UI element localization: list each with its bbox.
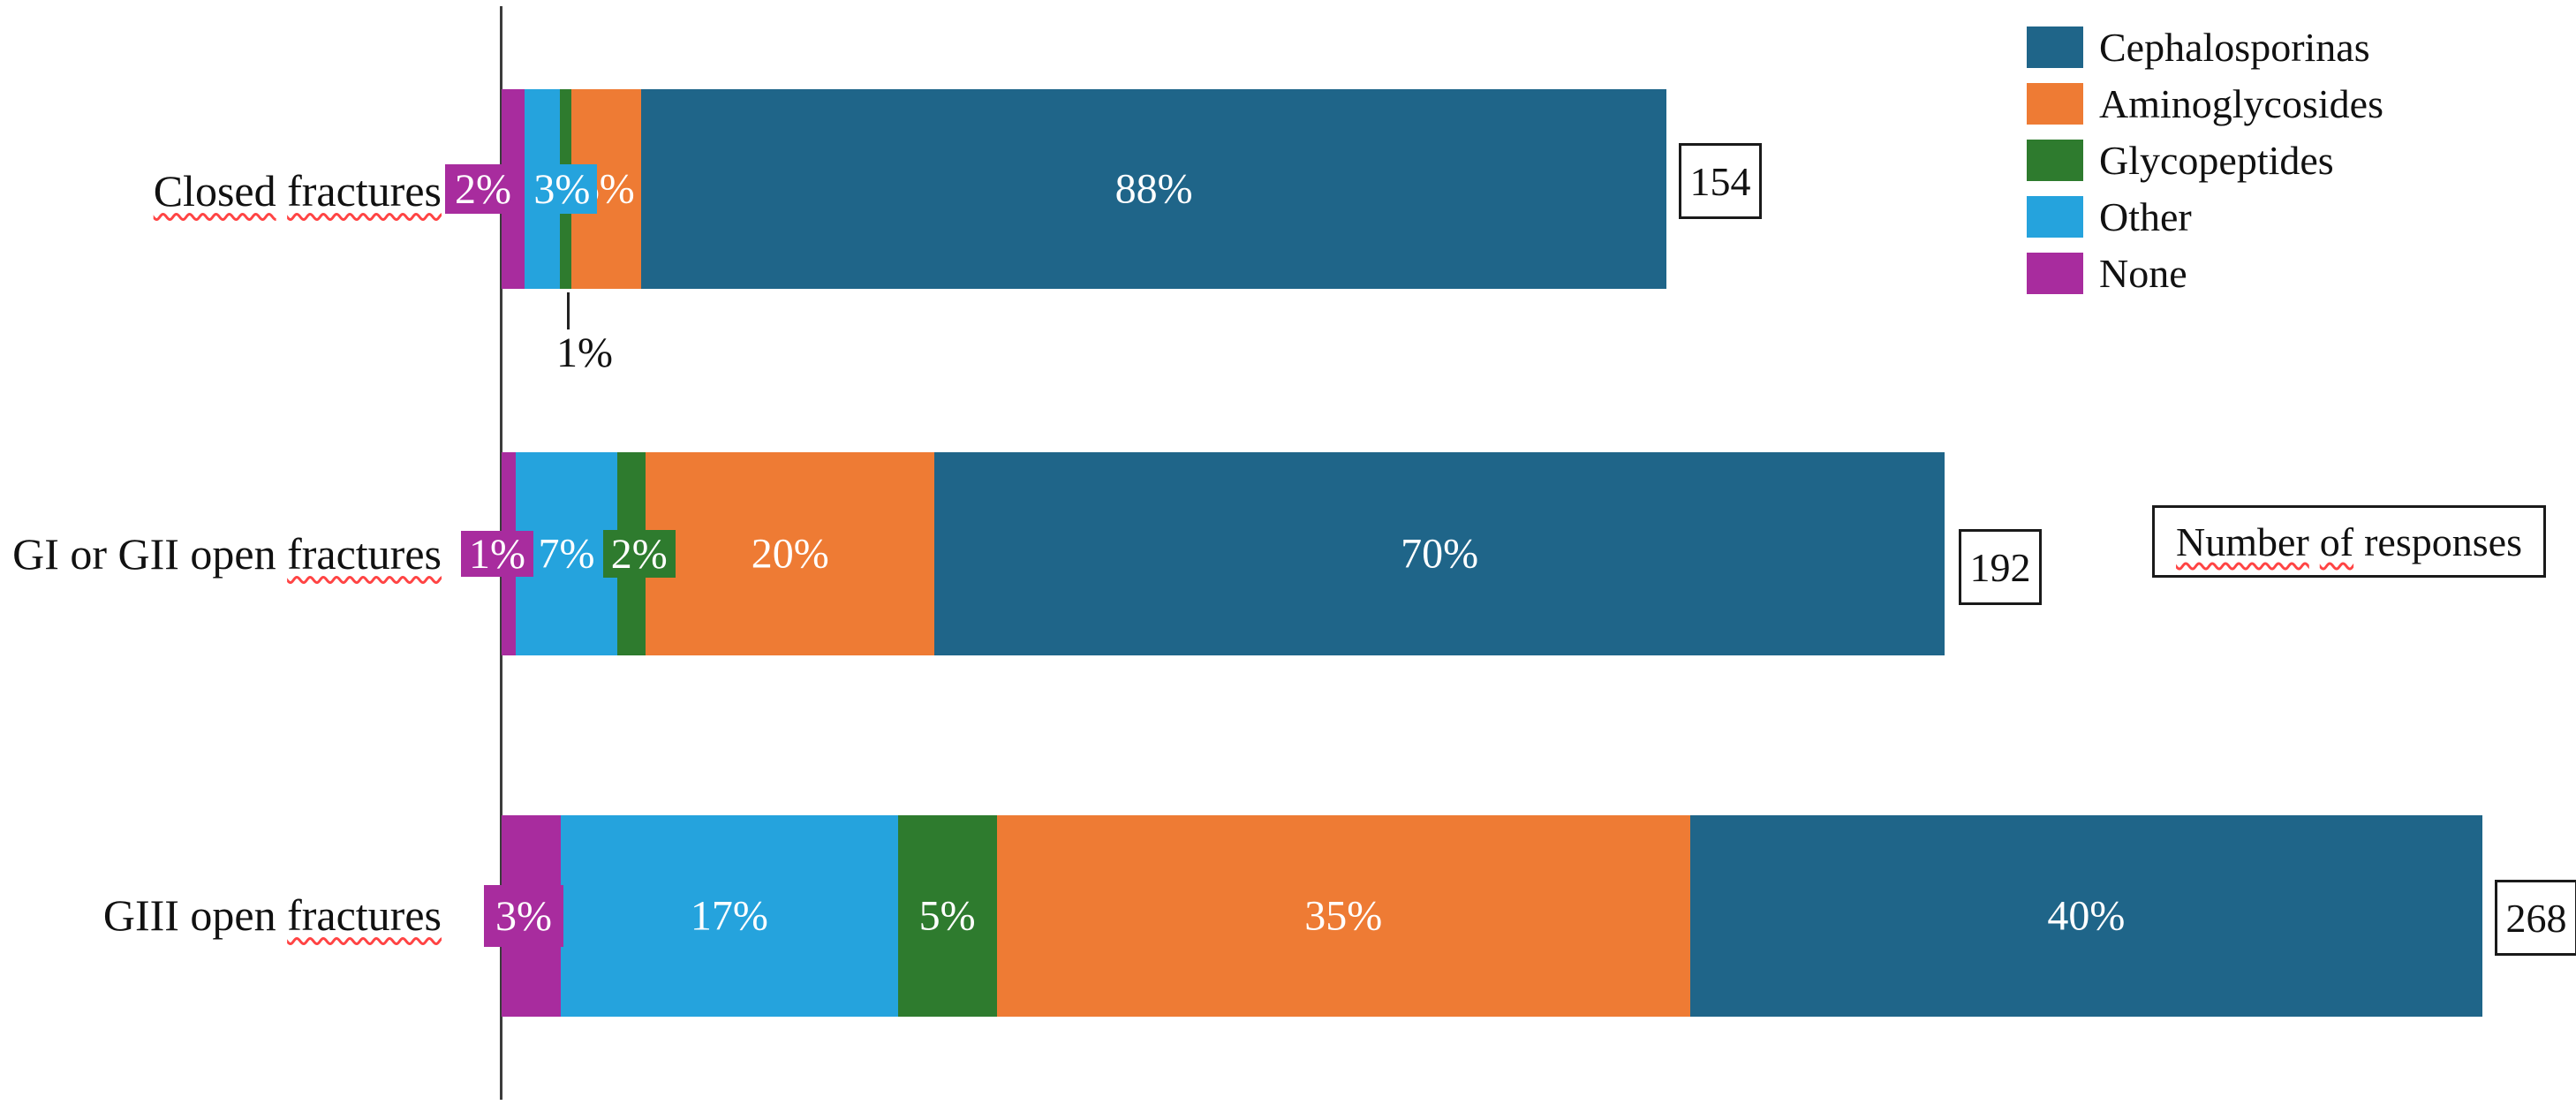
value-label-other: 7% [538,530,595,578]
category-label-closed-fractures: Closed fractures [0,165,442,216]
legend-item-none: None [2027,253,2383,294]
value-label-none: 2% [445,164,521,214]
category-label-giii-open-fractures: GIII open fractures [0,889,442,941]
legend-swatch-aminoglycosides [2027,83,2083,125]
segment-aminoglycosides-gi-or-gii-open-fractures: 20% [646,452,935,655]
callout-value-label: 1% [556,329,613,376]
segment-glycopeptides-giii-open-fractures: 5% [897,815,997,1017]
bar-closed-fractures: 2% 3% 6% 88% [445,89,1666,289]
value-label-other: 17% [690,892,768,940]
count-box-gi-gii-open-fractures: 192 [1959,529,2042,605]
value-label-none: 1% [461,531,533,578]
category-word: fractures [287,529,442,579]
legend: Cephalosporinas Aminoglycosides Glycopep… [2027,26,2383,309]
value-label-aminoglycosides: 20% [751,530,829,578]
value-label-other: 3% [526,164,598,214]
value-label-glycopeptides: 2% [602,530,676,578]
category-word: Closed [153,166,276,216]
category-label-gi-gii-open-fractures: GI or GII open fractures [0,528,442,579]
count-box-closed-fractures: 154 [1679,143,1762,219]
legend-item-cephalosporinas: Cephalosporinas [2027,26,2383,68]
segment-aminoglycosides-giii-open-fractures: 35% [996,815,1690,1017]
value-label-cephalosporinas: 70% [1401,530,1479,578]
value-label-cephalosporinas: 88% [1114,165,1193,213]
category-word: GIII open [102,890,276,940]
segment-other-giii-open-fractures: 17% [561,815,898,1017]
value-label-glycopeptides: 5% [918,892,976,940]
segment-other-closed-fractures: 3% [525,89,598,289]
responses-box-word: of [2319,518,2354,564]
segment-none-giii-open-fractures: 3% [484,815,563,1017]
responses-box-word: Number [2176,518,2309,564]
bar-giii-open-fractures: 3% 17% 5% 35% 40% [484,815,2482,1017]
segment-cephalosporinas-closed-fractures: 88% [641,89,1666,289]
number-of-responses-box: Number of responses [2152,505,2546,578]
segment-cephalosporinas-gi-or-gii-open-fractures: 70% [934,452,1945,655]
legend-swatch-glycopeptides [2027,140,2083,181]
legend-label: None [2099,251,2187,296]
legend-item-aminoglycosides: Aminoglycosides [2027,83,2383,125]
legend-label: Glycopeptides [2099,138,2334,183]
bar-gi-or-gii-open-fractures: 1% 7% 2% 20% 70% [461,452,1945,655]
legend-label: Aminoglycosides [2099,81,2383,126]
category-word: fractures [287,166,442,216]
segment-none-closed-fractures: 2% [445,89,525,289]
legend-swatch-other [2027,196,2083,238]
legend-swatch-cephalosporinas [2027,26,2083,68]
callout-leader-line [567,292,570,329]
value-label-none: 3% [484,885,563,947]
legend-label: Other [2099,194,2192,239]
value-label-cephalosporinas: 40% [2047,892,2126,940]
category-word: GI or GII open [12,529,276,579]
responses-box-word: responses [2364,518,2522,564]
legend-item-other: Other [2027,196,2383,238]
segment-cephalosporinas-giii-open-fractures: 40% [1689,815,2482,1017]
legend-item-glycopeptides: Glycopeptides [2027,140,2383,181]
count-box-giii-open-fractures: 268 [2495,880,2576,956]
segment-none-gi-or-gii-open-fractures: 1% [461,452,533,655]
value-label-aminoglycosides: 35% [1304,892,1383,940]
category-word: fractures [287,890,442,940]
segment-glycopeptides-gi-or-gii-open-fractures: 2% [602,452,676,655]
legend-swatch-none [2027,253,2083,294]
legend-label: Cephalosporinas [2099,25,2370,70]
